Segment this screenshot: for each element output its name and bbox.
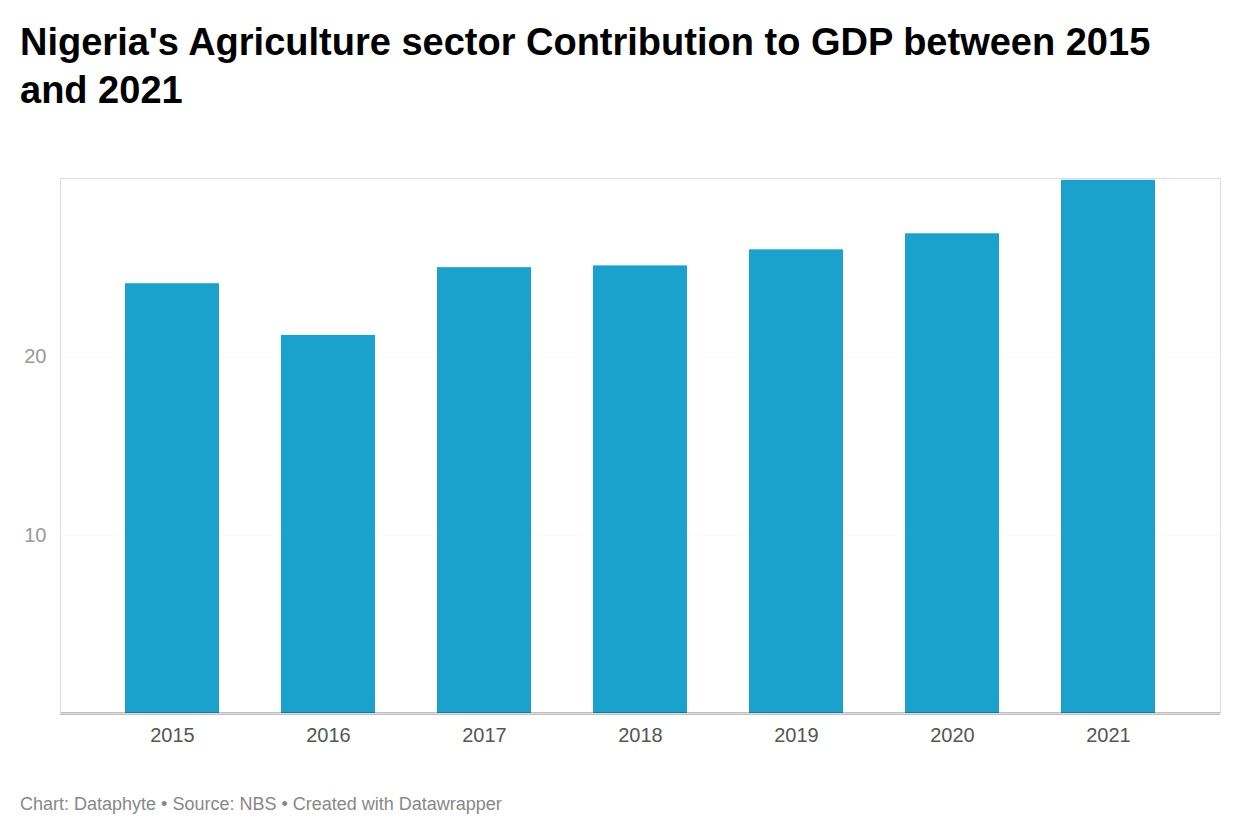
svg-text:10: 10	[24, 524, 46, 546]
svg-text:2021: 2021	[1086, 724, 1131, 746]
svg-text:2016: 2016	[306, 724, 351, 746]
svg-text:2015: 2015	[150, 724, 195, 746]
html-text:Chart: Dataphyte • Source: NBS: Chart: Dataphyte • Source: NBS • Created…	[20, 794, 502, 814]
svg-text:2020: 2020	[930, 724, 975, 746]
svg-text:2018: 2018	[618, 724, 663, 746]
svg-text:20: 20	[24, 345, 46, 367]
svg-text:2019: 2019	[774, 724, 819, 746]
html-text:Nigeria's Agriculture sector C: Nigeria's Agriculture sector Contributio…	[20, 21, 1151, 111]
svg-text:2017: 2017	[462, 724, 507, 746]
